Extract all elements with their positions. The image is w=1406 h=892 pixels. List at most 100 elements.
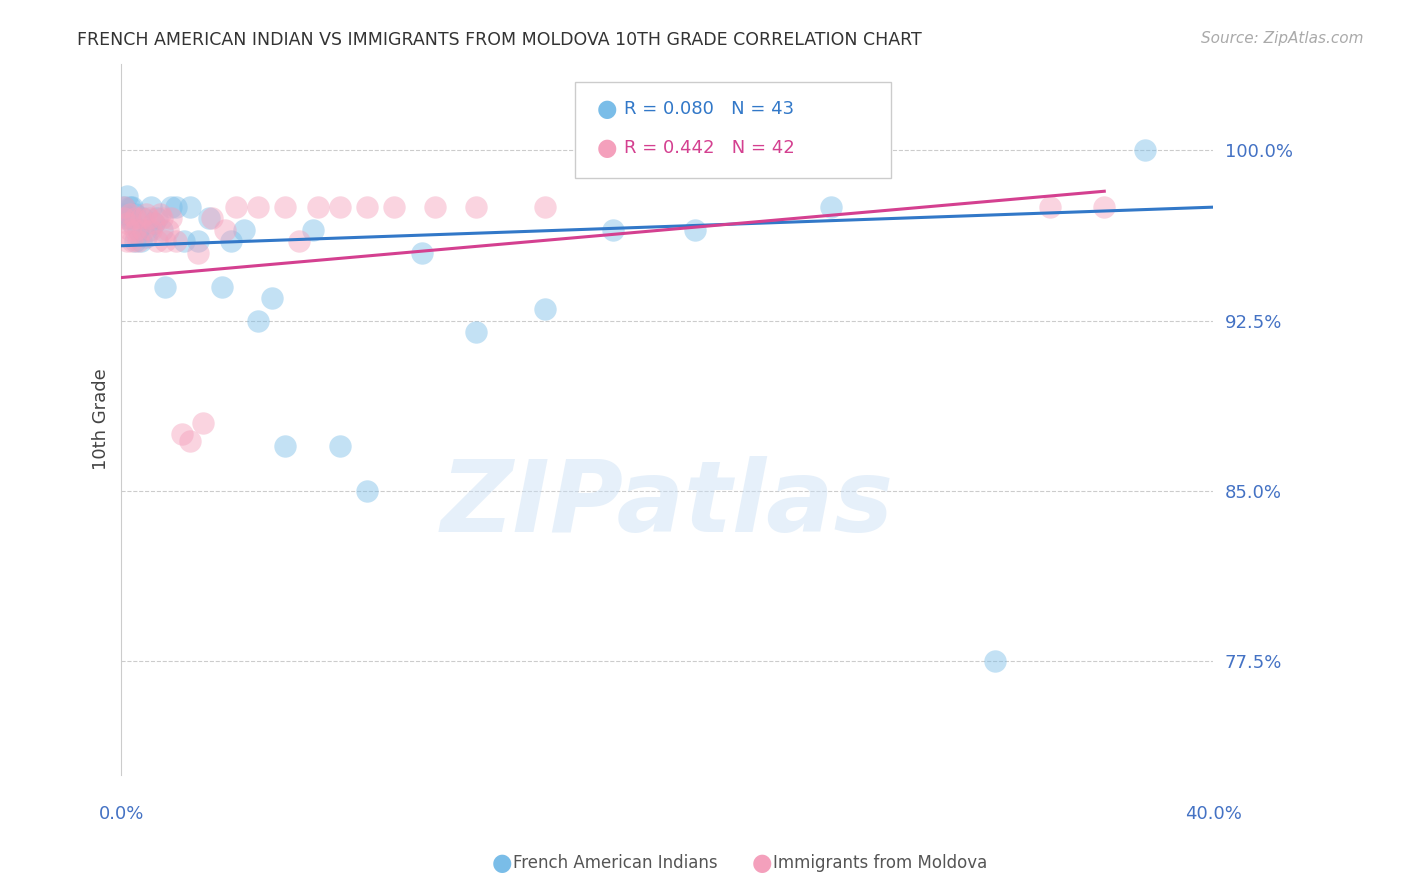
- Text: French American Indians: French American Indians: [513, 855, 718, 872]
- Point: [219, 234, 242, 248]
- Point: [159, 211, 181, 226]
- Point: [211, 279, 233, 293]
- Text: ●: ●: [752, 852, 773, 875]
- Point: [115, 188, 138, 202]
- Point: [683, 223, 706, 237]
- Text: Immigrants from Moldova: Immigrants from Moldova: [773, 855, 987, 872]
- Point: [602, 223, 624, 237]
- Point: [356, 483, 378, 498]
- Point: [156, 223, 179, 237]
- Point: [146, 211, 169, 226]
- Point: [129, 234, 152, 248]
- Point: [179, 434, 201, 448]
- Point: [150, 223, 173, 237]
- Point: [165, 234, 187, 248]
- Point: [465, 325, 488, 339]
- Point: [143, 216, 166, 230]
- Point: [118, 207, 141, 221]
- Point: [112, 200, 135, 214]
- Point: [141, 200, 163, 214]
- Point: [246, 200, 269, 214]
- Point: [301, 223, 323, 237]
- Point: [143, 216, 166, 230]
- Point: [1092, 200, 1115, 214]
- Point: [118, 223, 141, 237]
- Point: [118, 200, 141, 214]
- Point: [329, 439, 352, 453]
- Point: [260, 291, 283, 305]
- Point: [118, 211, 141, 226]
- Point: [132, 223, 155, 237]
- Point: [115, 216, 138, 230]
- Point: [165, 200, 187, 214]
- Point: [112, 200, 135, 214]
- Point: [274, 200, 297, 214]
- Point: [307, 200, 329, 214]
- Text: ●: ●: [596, 136, 617, 160]
- Point: [127, 223, 149, 237]
- Point: [274, 439, 297, 453]
- Point: [173, 234, 195, 248]
- Point: [146, 234, 169, 248]
- Point: [246, 314, 269, 328]
- Point: [1039, 200, 1062, 214]
- Point: [121, 216, 143, 230]
- Point: [187, 234, 209, 248]
- Point: [124, 211, 146, 226]
- Point: [225, 200, 247, 214]
- Text: ZIPatlas: ZIPatlas: [441, 457, 894, 553]
- Point: [112, 211, 135, 226]
- Text: R = 0.080   N = 43: R = 0.080 N = 43: [624, 100, 794, 118]
- Point: [115, 211, 138, 226]
- Point: [124, 207, 146, 221]
- Text: ●: ●: [596, 97, 617, 120]
- Y-axis label: 10th Grade: 10th Grade: [93, 368, 110, 470]
- Text: R = 0.442   N = 42: R = 0.442 N = 42: [624, 139, 794, 157]
- Point: [127, 234, 149, 248]
- Point: [159, 200, 181, 214]
- Point: [411, 245, 433, 260]
- Point: [115, 234, 138, 248]
- Text: 0.0%: 0.0%: [98, 805, 145, 823]
- Point: [138, 223, 160, 237]
- Point: [425, 200, 447, 214]
- Point: [214, 223, 236, 237]
- Point: [233, 223, 256, 237]
- Point: [135, 207, 157, 221]
- Point: [193, 416, 215, 430]
- Point: [533, 200, 555, 214]
- FancyBboxPatch shape: [575, 82, 891, 178]
- Point: [124, 234, 146, 248]
- Point: [187, 245, 209, 260]
- Point: [150, 211, 173, 226]
- Point: [984, 654, 1007, 668]
- Text: Source: ZipAtlas.com: Source: ZipAtlas.com: [1201, 31, 1364, 46]
- Point: [153, 234, 176, 248]
- Point: [121, 234, 143, 248]
- Point: [132, 211, 155, 226]
- Point: [135, 229, 157, 244]
- Point: [465, 200, 488, 214]
- Point: [1135, 144, 1157, 158]
- Text: FRENCH AMERICAN INDIAN VS IMMIGRANTS FROM MOLDOVA 10TH GRADE CORRELATION CHART: FRENCH AMERICAN INDIAN VS IMMIGRANTS FRO…: [77, 31, 922, 49]
- Point: [124, 223, 146, 237]
- Text: ●: ●: [492, 852, 513, 875]
- Point: [820, 200, 842, 214]
- Point: [356, 200, 378, 214]
- Point: [138, 211, 160, 226]
- Point: [198, 211, 221, 226]
- Point: [384, 200, 406, 214]
- Point: [129, 211, 152, 226]
- Point: [112, 207, 135, 221]
- Point: [329, 200, 352, 214]
- Point: [141, 223, 163, 237]
- Point: [121, 200, 143, 214]
- Point: [533, 302, 555, 317]
- Text: 40.0%: 40.0%: [1185, 805, 1241, 823]
- Point: [288, 234, 311, 248]
- Point: [153, 279, 176, 293]
- Point: [149, 207, 172, 221]
- Point: [200, 211, 222, 226]
- Point: [170, 427, 193, 442]
- Point: [179, 200, 201, 214]
